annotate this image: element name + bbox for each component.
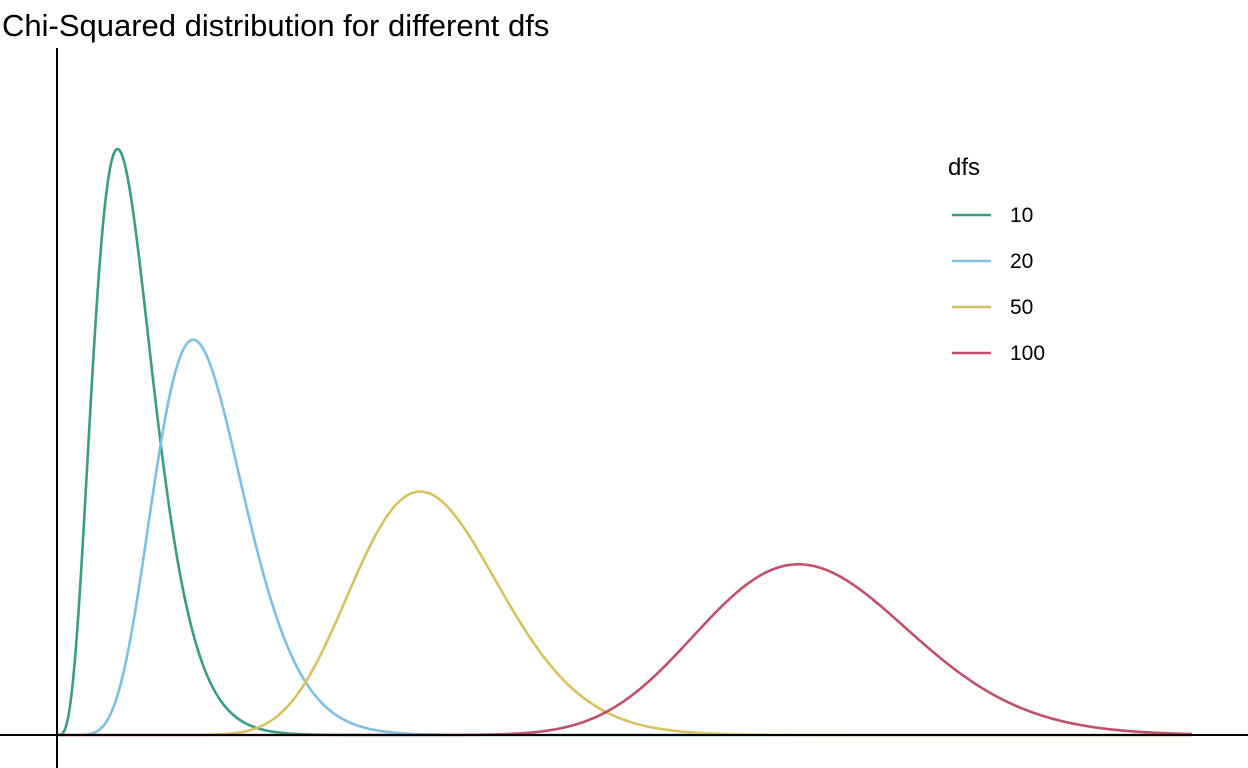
legend-label-10: 10 [1010,204,1033,227]
legend-items: 10 20 50 100 [952,204,1045,365]
legend-label-20: 20 [1010,250,1033,273]
legend-label-100: 100 [1010,342,1045,365]
legend-item-10: 10 [952,204,1033,227]
legend-title: dfs [948,154,980,181]
legend-item-100: 100 [952,342,1045,365]
series-curves [56,147,1193,737]
legend: dfs 10 20 50 100 [948,154,1045,365]
legend-item-20: 20 [952,250,1033,273]
legend-item-50: 50 [952,296,1033,319]
chart-title: Chi-Squared distribution for different d… [2,8,550,43]
series-line-df-10 [56,147,1193,737]
series-line-df-50 [56,490,1193,737]
legend-label-50: 50 [1010,296,1033,319]
series-line-df-20 [56,338,1193,737]
